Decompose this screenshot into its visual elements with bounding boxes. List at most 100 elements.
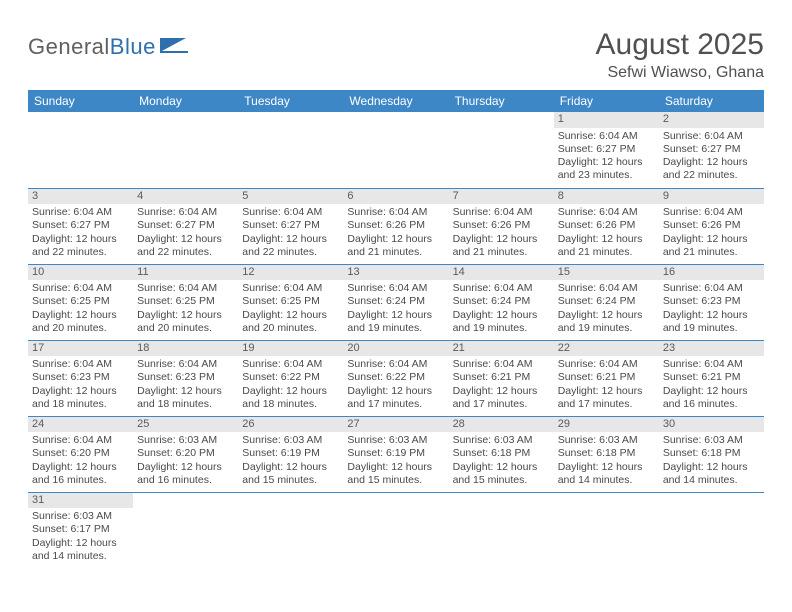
daylight-text: Daylight: 12 hours xyxy=(347,461,444,474)
daylight-text: Daylight: 12 hours xyxy=(137,309,234,322)
daylight-text: Daylight: 12 hours xyxy=(558,156,655,169)
calendar-cell xyxy=(28,112,133,188)
daylight-text: Daylight: 12 hours xyxy=(347,233,444,246)
daylight-text: Daylight: 12 hours xyxy=(663,233,760,246)
sunset-text: Sunset: 6:19 PM xyxy=(347,447,444,460)
sunrise-text: Sunrise: 6:04 AM xyxy=(137,282,234,295)
daylight-text: Daylight: 12 hours xyxy=(137,233,234,246)
daylight-text: and 15 minutes. xyxy=(242,474,339,487)
day-header: Sunday xyxy=(28,90,133,112)
sunset-text: Sunset: 6:22 PM xyxy=(242,371,339,384)
calendar-cell: 16Sunrise: 6:04 AMSunset: 6:23 PMDayligh… xyxy=(659,264,764,340)
sunrise-text: Sunrise: 6:04 AM xyxy=(558,358,655,371)
day-number: 13 xyxy=(343,265,448,281)
sunrise-text: Sunrise: 6:04 AM xyxy=(242,282,339,295)
sunrise-text: Sunrise: 6:04 AM xyxy=(663,358,760,371)
calendar-cell: 5Sunrise: 6:04 AMSunset: 6:27 PMDaylight… xyxy=(238,188,343,264)
daylight-text: and 18 minutes. xyxy=(137,398,234,411)
calendar-cell: 3Sunrise: 6:04 AMSunset: 6:27 PMDaylight… xyxy=(28,188,133,264)
daylight-text: Daylight: 12 hours xyxy=(453,309,550,322)
sunrise-text: Sunrise: 6:04 AM xyxy=(663,130,760,143)
daylight-text: and 20 minutes. xyxy=(242,322,339,335)
daylight-text: and 23 minutes. xyxy=(558,169,655,182)
sunset-text: Sunset: 6:26 PM xyxy=(453,219,550,232)
daylight-text: and 14 minutes. xyxy=(558,474,655,487)
sunrise-text: Sunrise: 6:03 AM xyxy=(558,434,655,447)
logo-text-a: General xyxy=(28,34,110,60)
daylight-text: Daylight: 12 hours xyxy=(663,385,760,398)
sunset-text: Sunset: 6:27 PM xyxy=(137,219,234,232)
daylight-text: Daylight: 12 hours xyxy=(558,309,655,322)
daylight-text: and 21 minutes. xyxy=(347,246,444,259)
calendar-cell: 27Sunrise: 6:03 AMSunset: 6:19 PMDayligh… xyxy=(343,416,448,492)
calendar-cell: 23Sunrise: 6:04 AMSunset: 6:21 PMDayligh… xyxy=(659,340,764,416)
calendar-table: SundayMondayTuesdayWednesdayThursdayFrid… xyxy=(28,90,764,568)
calendar-cell: 20Sunrise: 6:04 AMSunset: 6:22 PMDayligh… xyxy=(343,340,448,416)
day-number: 28 xyxy=(449,417,554,433)
daylight-text: and 18 minutes. xyxy=(242,398,339,411)
calendar-cell xyxy=(133,492,238,568)
daylight-text: and 15 minutes. xyxy=(453,474,550,487)
location: Sefwi Wiawso, Ghana xyxy=(596,64,764,82)
calendar-cell: 4Sunrise: 6:04 AMSunset: 6:27 PMDaylight… xyxy=(133,188,238,264)
day-header: Saturday xyxy=(659,90,764,112)
calendar-cell: 19Sunrise: 6:04 AMSunset: 6:22 PMDayligh… xyxy=(238,340,343,416)
sunset-text: Sunset: 6:19 PM xyxy=(242,447,339,460)
daylight-text: and 17 minutes. xyxy=(347,398,444,411)
sunset-text: Sunset: 6:21 PM xyxy=(453,371,550,384)
daylight-text: and 16 minutes. xyxy=(32,474,129,487)
daylight-text: and 17 minutes. xyxy=(453,398,550,411)
day-number: 25 xyxy=(133,417,238,433)
sunrise-text: Sunrise: 6:04 AM xyxy=(242,358,339,371)
calendar-page: GeneralBlue August 2025 Sefwi Wiawso, Gh… xyxy=(0,0,792,578)
daylight-text: Daylight: 12 hours xyxy=(663,309,760,322)
sunrise-text: Sunrise: 6:04 AM xyxy=(347,206,444,219)
daylight-text: and 19 minutes. xyxy=(453,322,550,335)
daylight-text: and 20 minutes. xyxy=(137,322,234,335)
header: GeneralBlue August 2025 Sefwi Wiawso, Gh… xyxy=(28,28,764,82)
day-number: 24 xyxy=(28,417,133,433)
daylight-text: and 22 minutes. xyxy=(137,246,234,259)
day-number: 10 xyxy=(28,265,133,281)
calendar-cell xyxy=(238,492,343,568)
daylight-text: Daylight: 12 hours xyxy=(32,385,129,398)
sunrise-text: Sunrise: 6:03 AM xyxy=(663,434,760,447)
daylight-text: and 18 minutes. xyxy=(32,398,129,411)
daylight-text: and 14 minutes. xyxy=(32,550,129,563)
daylight-text: Daylight: 12 hours xyxy=(453,233,550,246)
daylight-text: Daylight: 12 hours xyxy=(663,156,760,169)
daylight-text: and 17 minutes. xyxy=(558,398,655,411)
sunset-text: Sunset: 6:27 PM xyxy=(32,219,129,232)
sunset-text: Sunset: 6:25 PM xyxy=(242,295,339,308)
calendar-cell xyxy=(449,112,554,188)
sunrise-text: Sunrise: 6:04 AM xyxy=(453,358,550,371)
day-number: 14 xyxy=(449,265,554,281)
sunrise-text: Sunrise: 6:03 AM xyxy=(453,434,550,447)
daylight-text: Daylight: 12 hours xyxy=(32,461,129,474)
day-number: 26 xyxy=(238,417,343,433)
daylight-text: Daylight: 12 hours xyxy=(558,385,655,398)
sunrise-text: Sunrise: 6:04 AM xyxy=(347,358,444,371)
sunrise-text: Sunrise: 6:04 AM xyxy=(32,434,129,447)
day-header: Tuesday xyxy=(238,90,343,112)
daylight-text: Daylight: 12 hours xyxy=(453,385,550,398)
calendar-cell: 17Sunrise: 6:04 AMSunset: 6:23 PMDayligh… xyxy=(28,340,133,416)
day-number: 19 xyxy=(238,341,343,357)
calendar-cell: 21Sunrise: 6:04 AMSunset: 6:21 PMDayligh… xyxy=(449,340,554,416)
daylight-text: and 15 minutes. xyxy=(347,474,444,487)
daylight-text: Daylight: 12 hours xyxy=(32,309,129,322)
day-number: 11 xyxy=(133,265,238,281)
calendar-cell: 24Sunrise: 6:04 AMSunset: 6:20 PMDayligh… xyxy=(28,416,133,492)
daylight-text: and 21 minutes. xyxy=(663,246,760,259)
sunrise-text: Sunrise: 6:04 AM xyxy=(558,282,655,295)
day-number: 15 xyxy=(554,265,659,281)
daylight-text: and 19 minutes. xyxy=(663,322,760,335)
daylight-text: and 16 minutes. xyxy=(663,398,760,411)
sunrise-text: Sunrise: 6:04 AM xyxy=(137,206,234,219)
calendar-cell: 8Sunrise: 6:04 AMSunset: 6:26 PMDaylight… xyxy=(554,188,659,264)
sunset-text: Sunset: 6:21 PM xyxy=(663,371,760,384)
calendar-cell: 22Sunrise: 6:04 AMSunset: 6:21 PMDayligh… xyxy=(554,340,659,416)
calendar-cell xyxy=(133,112,238,188)
sunset-text: Sunset: 6:26 PM xyxy=(558,219,655,232)
day-header: Thursday xyxy=(449,90,554,112)
